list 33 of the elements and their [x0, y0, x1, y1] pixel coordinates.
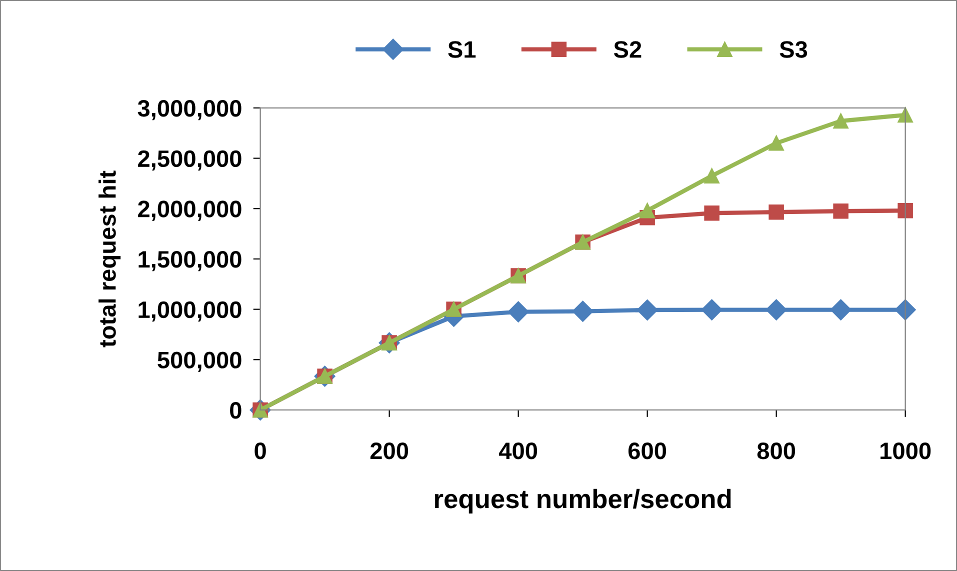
- legend-label: S3: [780, 41, 808, 58]
- y-axis-title: total request hit: [98, 170, 121, 348]
- legend-label: S2: [614, 41, 642, 58]
- point: [701, 299, 722, 320]
- y-tick-label: 1,000,000: [138, 301, 242, 322]
- x-tick-label: 600: [628, 442, 666, 460]
- x-tick-label: 200: [370, 442, 408, 460]
- y-tick-label: 2,500,000: [138, 150, 242, 170]
- point: [830, 299, 852, 320]
- y-tick-label: 3,000,000: [138, 100, 242, 120]
- y-tick-label: 1,500,000: [138, 251, 242, 272]
- y-tick-label: 0: [230, 402, 242, 419]
- point: [636, 299, 658, 321]
- point: [898, 202, 913, 218]
- point: [704, 168, 720, 184]
- point: [833, 113, 848, 129]
- point: [894, 299, 916, 320]
- point: [640, 202, 655, 218]
- x-tick-label: 0: [254, 442, 266, 460]
- x-axis-title: request number/second: [434, 488, 731, 514]
- x-tick-label: 1000: [880, 442, 931, 460]
- y-tick-label: 500,000: [158, 352, 242, 372]
- point: [768, 136, 784, 151]
- legend-label: S1: [448, 41, 476, 58]
- point: [572, 300, 594, 322]
- point: [833, 203, 848, 219]
- point: [766, 299, 787, 320]
- x-tick-label: 400: [498, 442, 538, 460]
- point: [768, 204, 784, 220]
- x-tick-label: 800: [757, 442, 796, 460]
- point: [508, 301, 529, 322]
- point: [704, 205, 720, 221]
- y-tick-label: 2,000,000: [138, 200, 242, 221]
